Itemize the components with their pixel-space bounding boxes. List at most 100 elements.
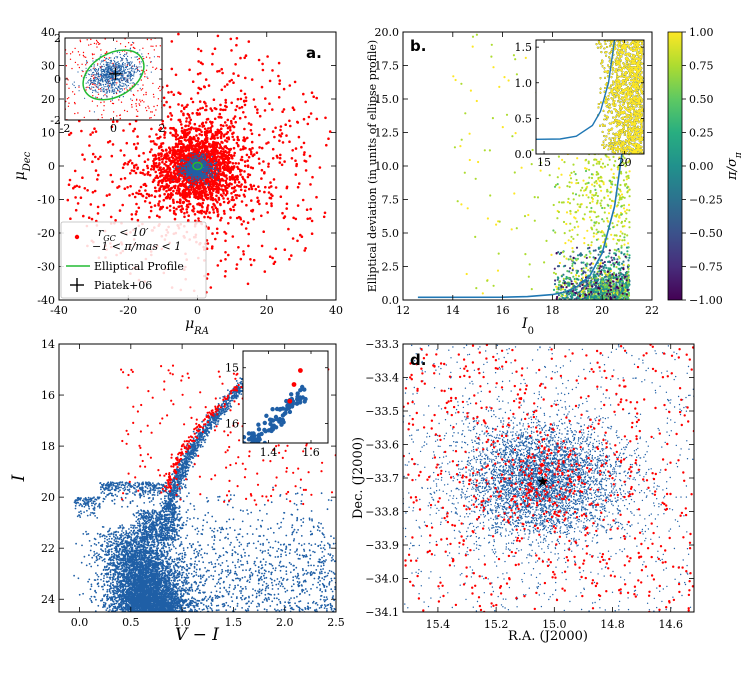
panel-c-xlabel: V − I bbox=[175, 625, 219, 645]
colorbar-label: π/σπ bbox=[725, 151, 744, 181]
colorbar: 1.00 0.75 0.50 0.25 0.00 −0.25 −0.50 −0.75 −1.00… bbox=[668, 26, 744, 307]
panel-b-label: b. bbox=[410, 37, 426, 55]
x-tick-label: 15 bbox=[537, 156, 551, 169]
y-tick-label: 0.5 bbox=[515, 112, 533, 125]
x-tick-label: -20 bbox=[119, 304, 137, 317]
x-tick-label: 18 bbox=[545, 304, 559, 317]
y-tick-label: −33.6 bbox=[365, 439, 399, 452]
colorbar-tick-label: 1.00 bbox=[689, 26, 714, 39]
colorbar-gradient bbox=[668, 32, 682, 300]
x-tick-label: 0.5 bbox=[122, 616, 140, 629]
y-tick-label: −33.3 bbox=[365, 338, 399, 351]
y-tick-label: 30 bbox=[41, 60, 55, 73]
colorbar-ticks: 1.00 0.75 0.50 0.25 0.00 −0.25 −0.50 −0.75 −1.00 bbox=[682, 26, 723, 307]
y-tick-label: 24 bbox=[41, 593, 55, 606]
y-tick-label: 1.5 bbox=[515, 41, 533, 54]
colorbar-tick-label: −0.25 bbox=[689, 194, 723, 207]
x-tick-label: 1.6 bbox=[302, 446, 320, 459]
x-tick-label: 40 bbox=[329, 304, 343, 317]
x-tick-label: 1.4 bbox=[260, 446, 278, 459]
panel-b-inset: 15 20 0.0 0.5 1.0 1.5 bbox=[505, 0, 644, 169]
x-tick-label: 14 bbox=[446, 304, 460, 317]
panel-c-ylabel: I bbox=[9, 474, 29, 482]
y-tick-label: −33.4 bbox=[365, 372, 399, 385]
x-tick-label: 15.2 bbox=[484, 618, 509, 631]
y-tick-label: 0 bbox=[54, 73, 61, 86]
y-tick-label: 22 bbox=[41, 542, 55, 555]
panel-a-legend: rGC < 10′ −1 < π/mas < 1 Elliptical Prof… bbox=[61, 222, 206, 298]
x-tick-label: 2.5 bbox=[327, 616, 345, 629]
x-tick-label: 2 bbox=[159, 122, 166, 135]
panel-b-elliptical-deviation: 12 14 16 18 20 220.02.55.07.510.012.515.017.5… bbox=[366, 0, 744, 337]
colorbar-tick-label: 0.75 bbox=[689, 60, 714, 73]
x-tick-label: 1.5 bbox=[225, 616, 243, 629]
x-tick-label: 0 bbox=[194, 304, 201, 317]
y-tick-label: −33.9 bbox=[365, 539, 399, 552]
y-tick-label: 0 bbox=[48, 160, 55, 173]
colorbar-tick-label: −0.75 bbox=[689, 261, 723, 274]
legend-entry-3: Piatek+06 bbox=[94, 279, 152, 292]
y-tick-label: -2 bbox=[50, 114, 61, 127]
x-tick-label: 20 bbox=[260, 304, 274, 317]
y-tick-label: 0.0 bbox=[382, 294, 400, 307]
y-tick-label: 1.0 bbox=[515, 77, 533, 90]
y-tick-label: 10 bbox=[41, 127, 55, 140]
x-tick-label: 2.0 bbox=[276, 616, 294, 629]
x-tick-label: 0 bbox=[110, 122, 117, 135]
y-tick-label: 20 bbox=[41, 491, 55, 504]
y-tick-label: 16 bbox=[41, 389, 55, 402]
y-tick-label: -10 bbox=[37, 194, 55, 207]
y-tick-label: 2 bbox=[54, 32, 61, 45]
panel-a-ylabel: μDec bbox=[12, 151, 33, 180]
y-tick-label: −33.7 bbox=[365, 472, 399, 485]
colorbar-tick-label: −1.00 bbox=[689, 294, 723, 307]
colorbar-tick-label: −0.50 bbox=[689, 227, 723, 240]
y-tick-label: 18 bbox=[41, 440, 55, 453]
y-tick-label: −34.0 bbox=[365, 573, 399, 586]
y-tick-label: 2.5 bbox=[382, 261, 400, 274]
y-tick-label: 7.5 bbox=[382, 194, 400, 207]
y-tick-label: 5.0 bbox=[382, 227, 400, 240]
y-tick-label: 0.0 bbox=[515, 148, 533, 161]
x-tick-label: 22 bbox=[645, 304, 659, 317]
colorbar-tick-label: 0.00 bbox=[689, 160, 714, 173]
x-tick-label: 14.6 bbox=[658, 618, 683, 631]
y-tick-label: -40 bbox=[37, 294, 55, 307]
x-tick-label: -2 bbox=[60, 122, 71, 135]
y-tick-label: 40 bbox=[41, 26, 55, 39]
legend-entry-2: Elliptical Profile bbox=[94, 260, 184, 273]
panel-d-sky-map: 15.4 15.2 15.0 14.8 14.6−33.3−33.4−33.5−33.6… bbox=[351, 338, 695, 644]
legend-dot-marker bbox=[75, 235, 79, 239]
panel-c-inset: 1.4 1.6 15 16 bbox=[225, 351, 328, 459]
x-tick-label: 20 bbox=[595, 304, 609, 317]
panel-b-ylabel: Elliptical deviation (in units of ellips… bbox=[366, 40, 379, 292]
x-tick-label: 15.4 bbox=[426, 618, 451, 631]
y-tick-label: −34.1 bbox=[365, 606, 399, 619]
panel-a-center bbox=[195, 164, 199, 168]
x-tick-label: 14.8 bbox=[600, 618, 625, 631]
y-tick-label: −33.5 bbox=[365, 405, 399, 418]
legend-entry-1-line2: −1 < π/mas < 1 bbox=[92, 240, 181, 253]
x-tick-label: 20 bbox=[618, 156, 632, 169]
panel-d-ylabel: Dec. (J2000) bbox=[351, 437, 366, 519]
y-tick-label: 16 bbox=[225, 417, 239, 430]
panel-d-center-star-marker: ★ bbox=[536, 474, 549, 490]
colorbar-tick-label: 0.25 bbox=[689, 127, 714, 140]
y-tick-label: -20 bbox=[37, 227, 55, 240]
x-tick-label: 0.0 bbox=[71, 616, 89, 629]
panel-d-xlabel: R.A. (J2000) bbox=[508, 629, 588, 644]
y-tick-label: 20.0 bbox=[375, 26, 400, 39]
y-tick-label: -30 bbox=[37, 261, 55, 274]
x-tick-label: 16 bbox=[496, 304, 510, 317]
colorbar-tick-label: 0.50 bbox=[689, 93, 714, 106]
panel-a-xlabel: μRA bbox=[185, 316, 209, 337]
panel-a-label: a. bbox=[306, 44, 322, 62]
panel-d-label: d. bbox=[410, 351, 426, 369]
y-tick-label: 15 bbox=[225, 362, 239, 375]
y-tick-label: −33.8 bbox=[365, 506, 399, 519]
y-tick-label: 14 bbox=[41, 338, 55, 351]
y-tick-label: 20 bbox=[41, 93, 55, 106]
